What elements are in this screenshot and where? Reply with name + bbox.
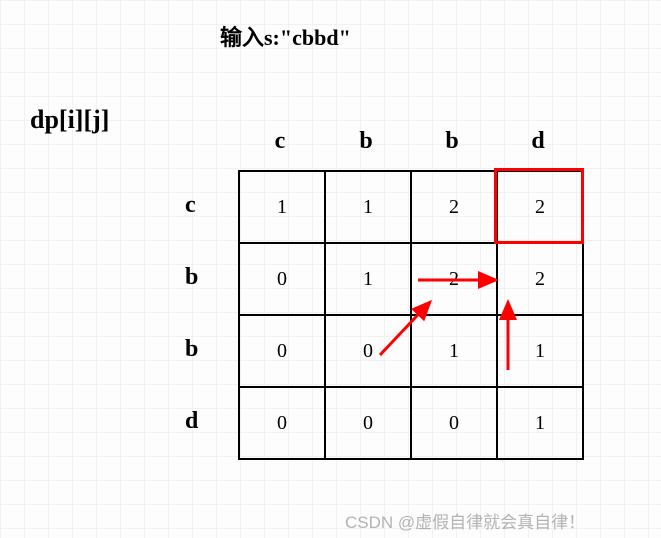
row-header-2: b — [185, 336, 198, 363]
row-header-3: d — [185, 408, 198, 435]
watermark-text: CSDN @虚假自律就会真自律！ — [345, 508, 585, 533]
cell-1-0: 0 — [239, 243, 325, 315]
cell-3-0: 0 — [239, 387, 325, 459]
table-row: 0 0 0 1 — [239, 387, 583, 459]
cell-3-2: 0 — [411, 387, 497, 459]
col-header-3: d — [528, 128, 548, 155]
cell-2-3: 1 — [497, 315, 583, 387]
cell-1-2: 2 — [411, 243, 497, 315]
cell-2-0: 0 — [239, 315, 325, 387]
cell-1-3: 2 — [497, 243, 583, 315]
cell-0-0: 1 — [239, 171, 325, 243]
cell-1-1: 1 — [325, 243, 411, 315]
cell-0-3: 2 — [497, 171, 583, 243]
dp-label: dp[i][j] — [30, 105, 109, 135]
cell-3-1: 0 — [325, 387, 411, 459]
col-header-1: b — [356, 128, 376, 155]
table-row: 1 1 2 2 — [239, 171, 583, 243]
cell-0-1: 1 — [325, 171, 411, 243]
cell-2-1: 0 — [325, 315, 411, 387]
row-header-1: b — [185, 264, 198, 291]
col-header-0: c — [270, 128, 290, 155]
table-row: 0 0 1 1 — [239, 315, 583, 387]
row-header-0: c — [185, 192, 196, 219]
dp-table: 1 1 2 2 0 1 2 2 0 0 1 1 0 0 0 1 — [238, 170, 584, 460]
cell-3-3: 1 — [497, 387, 583, 459]
table-row: 0 1 2 2 — [239, 243, 583, 315]
input-title: 输入s:"cbbd" — [220, 20, 351, 52]
col-header-2: b — [442, 128, 462, 155]
cell-2-2: 1 — [411, 315, 497, 387]
cell-0-2: 2 — [411, 171, 497, 243]
